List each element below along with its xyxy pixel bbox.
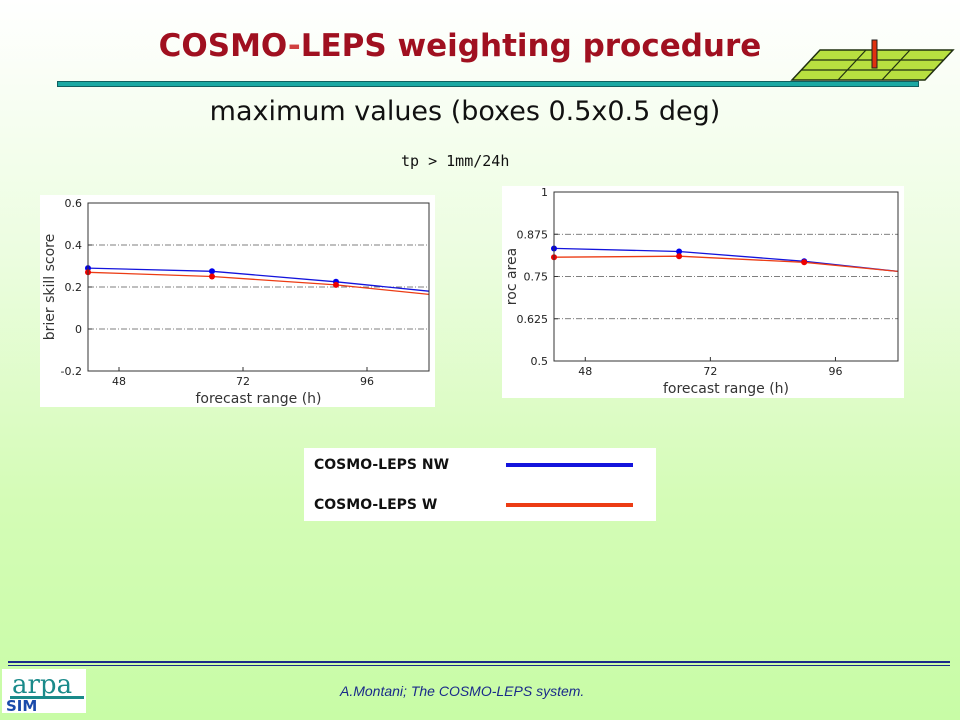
title-dash: - <box>287 28 301 64</box>
legend: COSMO-LEPS NW COSMO-LEPS W <box>304 448 656 521</box>
data-point-nw <box>676 248 683 255</box>
x-tick-label: 96 <box>828 365 842 378</box>
plot-frame <box>87 202 430 372</box>
title-part2: LEPS weighting procedure <box>300 28 762 64</box>
roc-area-chart: 0.5 0.625 0.75 0.875 1 48 72 96 forecast range (… <box>502 186 904 398</box>
series-line-nw <box>87 267 430 292</box>
arpa-logo-text: arpa <box>12 670 72 700</box>
series-line-w <box>553 255 899 273</box>
data-point-w <box>801 259 808 266</box>
y-tick-label: 0.625 <box>517 313 549 326</box>
legend-item-w: COSMO-LEPS W <box>314 497 438 513</box>
title-divider <box>57 81 919 87</box>
y-tick-label: 0.2 <box>65 281 83 294</box>
series-line-nw <box>553 247 899 273</box>
x-tick-label: 48 <box>112 375 126 388</box>
data-point-w <box>209 273 215 280</box>
series-line-w <box>87 271 430 296</box>
y-axis-label: roc area <box>504 248 520 305</box>
x-tick-label: 72 <box>703 365 717 378</box>
y-tick-label: -0.2 <box>61 365 82 378</box>
y-tick-label: 0.875 <box>517 228 549 241</box>
x-tick-label: 48 <box>578 365 592 378</box>
y-tick-label: 0 <box>75 323 82 336</box>
legend-line-w <box>506 503 633 507</box>
data-point-w <box>333 281 339 288</box>
slide-title: COSMO-LEPS weighting procedure <box>0 28 920 64</box>
footer-divider-thin <box>8 665 950 666</box>
y-axis-label: brier skill score <box>42 234 58 341</box>
x-tick-label: 96 <box>360 375 374 388</box>
y-tick-label: 0.6 <box>65 197 83 210</box>
slide-subtitle: maximum values (boxes 0.5x0.5 deg) <box>209 96 721 127</box>
y-tick-label: 0.75 <box>524 271 549 284</box>
y-tick-label: 0.5 <box>531 355 549 368</box>
x-tick-label: 72 <box>236 375 250 388</box>
data-point-nw <box>209 268 215 275</box>
title-part1: COSMO <box>158 28 288 64</box>
x-axis-label: forecast range (h) <box>195 391 321 407</box>
data-point-w <box>676 253 683 260</box>
threshold-label: tp > 1mm/24h <box>401 152 510 170</box>
legend-item-nw: COSMO-LEPS NW <box>314 457 450 473</box>
arpa-logo: arpa SIM <box>2 669 86 713</box>
y-tick-label: 1 <box>541 186 548 199</box>
footer-divider <box>8 661 950 663</box>
plot-frame <box>553 191 899 362</box>
grid-logo-icon <box>790 39 955 81</box>
x-axis-label: forecast range (h) <box>663 381 789 397</box>
sim-logo-text: SIM <box>6 697 37 713</box>
brier-skill-score-chart: -0.2 0 0.2 0.4 0.6 48 72 96 forecast range (h) br… <box>40 195 435 407</box>
brier-chart-svg: -0.2 0 0.2 0.4 0.6 48 72 96 forecast range (h) br… <box>42 197 430 407</box>
roc-chart-svg: 0.5 0.625 0.75 0.875 1 48 72 96 forecast range (… <box>504 186 899 397</box>
legend-line-nw <box>506 463 633 467</box>
footer-credit: A.Montani; The COSMO-LEPS system. <box>340 683 585 699</box>
y-tick-label: 0.4 <box>65 239 83 252</box>
